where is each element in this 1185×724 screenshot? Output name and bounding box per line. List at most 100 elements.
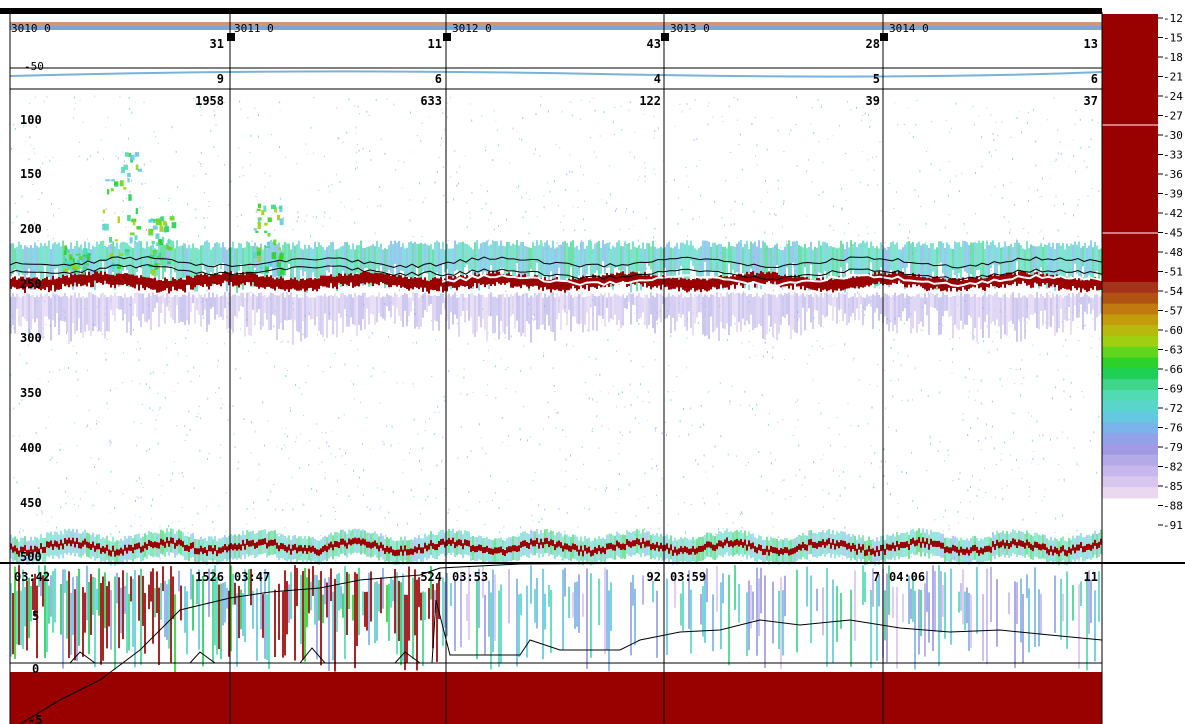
echo-speck <box>98 458 100 460</box>
seabed-echo <box>168 540 170 547</box>
scatter-column <box>814 292 816 310</box>
echo-speck <box>448 508 450 511</box>
echo-speck <box>321 432 323 434</box>
fish-school-echo <box>124 248 130 253</box>
scatter-column <box>952 295 954 339</box>
echo-speck <box>96 420 98 422</box>
echo-layer-green <box>558 244 560 268</box>
echo-speck <box>653 137 655 139</box>
echo-layer-green <box>676 242 678 270</box>
echo-speck <box>456 184 458 187</box>
seabed-echo <box>158 542 160 549</box>
echo-speck <box>674 125 676 127</box>
scattering-layer-core <box>320 275 322 286</box>
echo-speck <box>1020 368 1022 371</box>
echo-speck <box>32 184 34 185</box>
echo-speck <box>901 399 903 401</box>
echo-speck <box>424 197 426 199</box>
scattering-layer-core <box>294 277 296 290</box>
echo-speck <box>168 525 169 527</box>
echo-layer-green <box>34 242 36 283</box>
seabed-echo <box>508 546 510 553</box>
echo-speck <box>601 321 603 323</box>
echo-speck <box>914 367 916 370</box>
scatter-column <box>490 292 492 317</box>
echo-speck <box>303 503 305 506</box>
echo-speck <box>316 490 317 492</box>
echo-layer-green <box>398 240 400 285</box>
scatter-column <box>266 297 268 320</box>
echo-speck <box>745 464 747 466</box>
echo-layer-green <box>618 240 620 271</box>
scatter-column <box>890 297 892 323</box>
echo-speck <box>1010 228 1011 231</box>
echo-speck <box>137 341 139 343</box>
echo-speck <box>748 462 749 464</box>
scattering-layer-core <box>258 276 260 289</box>
scatter-column <box>1090 297 1092 315</box>
echo-speck <box>372 367 374 370</box>
scatter-column <box>202 297 204 316</box>
echo-layer-green <box>934 249 936 284</box>
scatter-column <box>690 293 692 328</box>
echo-layer-green <box>942 242 944 274</box>
echo-speck <box>98 421 100 424</box>
scattering-layer-core <box>10 278 12 289</box>
seabed-echo <box>444 541 446 548</box>
echo-layer-green <box>92 245 94 287</box>
echo-speck <box>438 411 440 413</box>
echo-speck <box>166 347 168 349</box>
seabed-echo <box>244 543 246 550</box>
echo-speck <box>572 206 574 208</box>
echo-speck <box>667 524 669 526</box>
echo-layer-green <box>376 241 378 269</box>
scattering-layer-core <box>214 273 216 284</box>
echo-speck <box>1036 189 1038 192</box>
echo-speck <box>140 423 142 425</box>
echo-speck <box>740 404 741 406</box>
seabed-echo <box>332 544 334 551</box>
scatter-column <box>216 294 218 315</box>
scattering-layer-core <box>1044 275 1046 285</box>
seabed-echo <box>236 544 238 551</box>
echo-speck <box>733 97 735 99</box>
scattering-layer-core <box>934 276 936 289</box>
echo-speck <box>372 447 374 449</box>
scattering-layer-core <box>164 277 166 291</box>
echo-speck <box>794 426 796 428</box>
echo-speck <box>789 133 790 135</box>
scattering-layer-core <box>860 275 862 288</box>
echo-speck <box>1061 321 1063 323</box>
scatter-column <box>410 297 412 312</box>
scattering-layer-core <box>580 277 582 287</box>
echo-speck <box>320 535 322 537</box>
scatter-column <box>976 297 978 343</box>
scattering-layer-core <box>566 279 568 291</box>
echo-layer-green <box>440 248 442 287</box>
echo-speck <box>309 440 311 442</box>
scatter-column <box>100 293 102 332</box>
echo-speck <box>752 345 754 347</box>
echo-speck <box>435 497 437 499</box>
seabed-echo <box>866 549 868 556</box>
scatter-column <box>742 293 744 319</box>
echo-speck <box>1019 319 1020 322</box>
echo-speck <box>926 470 928 472</box>
seabed-echo <box>514 545 516 552</box>
seabed-echo <box>92 541 94 548</box>
echo-speck <box>334 519 336 521</box>
seabed-echo <box>614 544 616 551</box>
echo-speck <box>897 503 899 505</box>
echo-layer-green <box>830 246 832 271</box>
echo-speck <box>66 477 68 480</box>
scatter-column <box>764 292 766 341</box>
seabed-echo <box>226 546 228 553</box>
echo-layer-green <box>132 247 134 284</box>
echo-speck <box>413 386 415 388</box>
scatter-column <box>828 294 830 305</box>
echo-speck <box>638 322 640 325</box>
seabed-echo <box>720 540 722 547</box>
echo-speck <box>126 198 128 199</box>
fish-school-echo <box>135 164 139 171</box>
